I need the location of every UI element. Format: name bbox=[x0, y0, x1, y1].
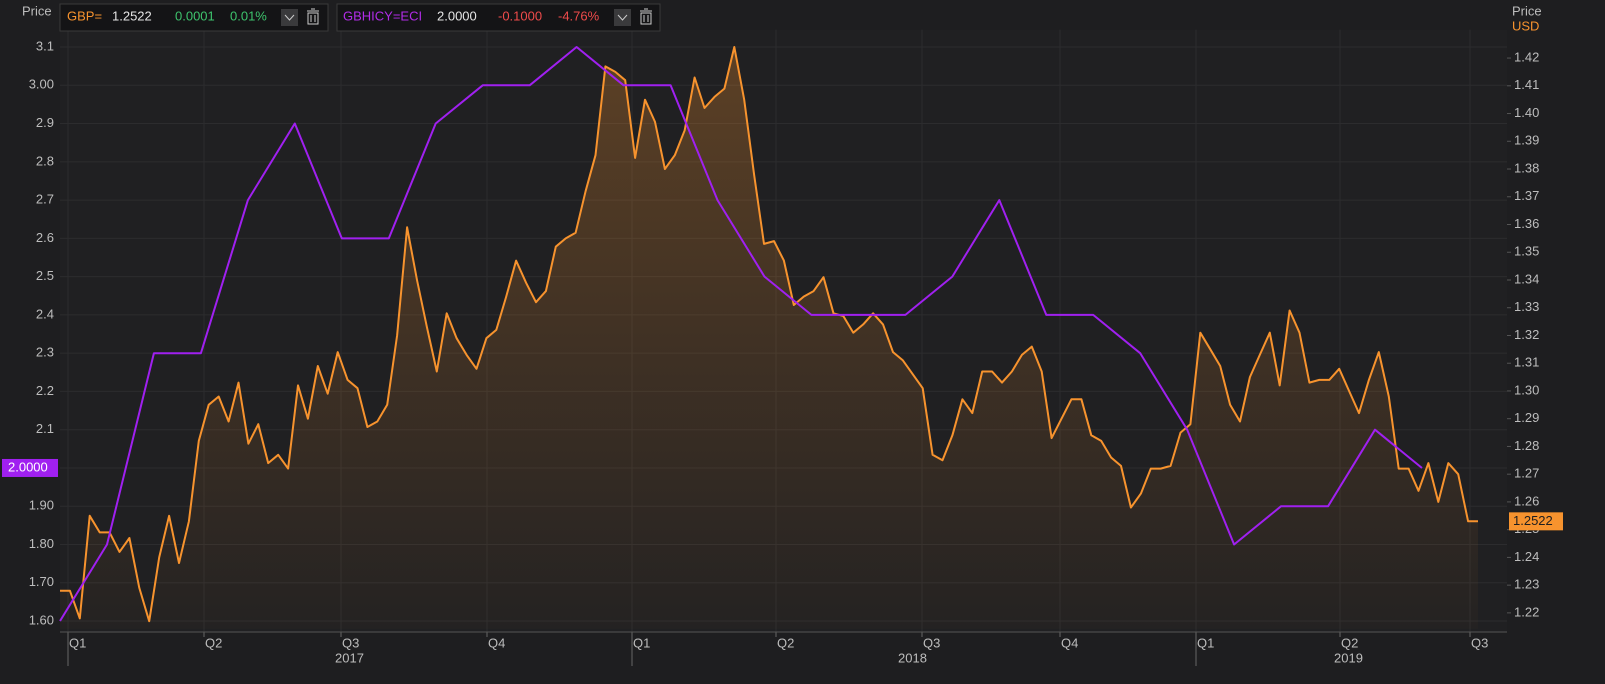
y-tick-label: 2.3 bbox=[36, 345, 54, 360]
y-tick-label: 2.2 bbox=[36, 383, 54, 398]
y2-tick-label: 1.38 bbox=[1514, 160, 1539, 175]
x-year-label: 2019 bbox=[1334, 650, 1363, 665]
last-value-badge bbox=[2, 458, 58, 477]
dropdown-icon bbox=[284, 14, 295, 21]
y-tick-label: 2.6 bbox=[36, 230, 54, 245]
y-tick-label: 2.5 bbox=[36, 268, 54, 283]
area bbox=[60, 47, 1478, 629]
delete-icon[interactable] bbox=[640, 8, 652, 25]
x-tick-label: Q1 bbox=[1197, 635, 1214, 650]
y-tick-label: 2.7 bbox=[36, 192, 54, 207]
y2-tick-label: 1.28 bbox=[1514, 438, 1539, 453]
y2-tick-label: 1.40 bbox=[1514, 105, 1539, 120]
y2-tick-label: 1.29 bbox=[1514, 410, 1539, 425]
y2-tick-label: 1.35 bbox=[1514, 244, 1539, 259]
y2-tick-label: 1.26 bbox=[1514, 493, 1539, 508]
legend-last: 2.0000 bbox=[437, 8, 477, 23]
x-tick-label: Q4 bbox=[1061, 635, 1078, 650]
x-tick-label: Q3 bbox=[923, 635, 940, 650]
y-tick-label: 3.00 bbox=[29, 77, 54, 92]
x-year-label: 2018 bbox=[898, 650, 927, 665]
y2-tick-label: 1.37 bbox=[1514, 188, 1539, 203]
y-tick-label: 2.4 bbox=[36, 306, 54, 321]
x-tick-label: Q2 bbox=[205, 635, 222, 650]
x-tick-label: Q3 bbox=[1471, 635, 1488, 650]
y2-tick-label: 1.36 bbox=[1514, 216, 1539, 231]
y2-tick-label: 1.27 bbox=[1514, 466, 1539, 481]
y2-tick-label: 1.31 bbox=[1514, 355, 1539, 370]
legend-change: -0.1000 bbox=[498, 8, 542, 23]
y2-tick-label: 1.33 bbox=[1514, 299, 1539, 314]
y-tick-label: 1.60 bbox=[29, 612, 54, 627]
last-value-label: 2.0000 bbox=[8, 459, 48, 474]
dropdown-button[interactable] bbox=[614, 9, 631, 26]
legend-change: 0.0001 bbox=[175, 8, 215, 23]
x-year-label: 2017 bbox=[335, 650, 364, 665]
marks bbox=[59, 46, 1478, 629]
y-tick-label: 3.1 bbox=[36, 38, 54, 53]
x-tick-label: Q4 bbox=[488, 635, 505, 650]
y2-tick-label: 1.24 bbox=[1514, 549, 1539, 564]
dropdown-button[interactable] bbox=[281, 9, 298, 26]
y2-tick-label: 1.42 bbox=[1514, 49, 1539, 64]
last-value-badge bbox=[1509, 512, 1563, 531]
y-tick-label: 2.9 bbox=[36, 115, 54, 130]
x-tick-label: Q1 bbox=[69, 635, 86, 650]
x-tick-label: Q2 bbox=[777, 635, 794, 650]
y2-tick-label: 1.30 bbox=[1514, 382, 1539, 397]
legend-change-pct: -4.76% bbox=[558, 8, 600, 23]
y2-tick-label: 1.39 bbox=[1514, 133, 1539, 148]
y2-tick-label: 1.41 bbox=[1514, 77, 1539, 92]
y-tick-label: 2.8 bbox=[36, 153, 54, 168]
y-tick-label: 2.1 bbox=[36, 421, 54, 436]
x-tick-label: Q3 bbox=[342, 635, 359, 650]
legend-box bbox=[336, 3, 661, 32]
y-tick-label: 1.90 bbox=[29, 498, 54, 513]
y2-tick-label: 1.23 bbox=[1514, 577, 1539, 592]
y2-axis-title: Price bbox=[1512, 3, 1542, 18]
last-value-label: 1.2522 bbox=[1513, 513, 1553, 528]
legend-name: GBHICY=ECI bbox=[343, 8, 422, 23]
y-axis-title: Price bbox=[22, 3, 52, 18]
line bbox=[60, 46, 1478, 623]
x-tick-label: Q2 bbox=[1341, 635, 1358, 650]
legend-last: 1.2522 bbox=[112, 8, 152, 23]
line bbox=[59, 46, 1423, 622]
legend-name: GBP= bbox=[67, 8, 102, 23]
x-tick-label: Q1 bbox=[633, 635, 650, 650]
y2-tick-label: 1.22 bbox=[1514, 604, 1539, 619]
y-tick-label: 1.80 bbox=[29, 536, 54, 551]
y2-tick-label: 1.34 bbox=[1514, 271, 1539, 286]
y2-unit: USD bbox=[1512, 18, 1539, 33]
y2-tick-label: 1.32 bbox=[1514, 327, 1539, 342]
dropdown-icon bbox=[617, 14, 628, 21]
delete-icon[interactable] bbox=[307, 8, 319, 25]
labels: 1.601.701.801.902.002.12.22.32.42.52.62.… bbox=[2, 38, 1563, 665]
y-tick-label: 1.70 bbox=[29, 574, 54, 589]
legend-change-pct: 0.01% bbox=[230, 8, 267, 23]
